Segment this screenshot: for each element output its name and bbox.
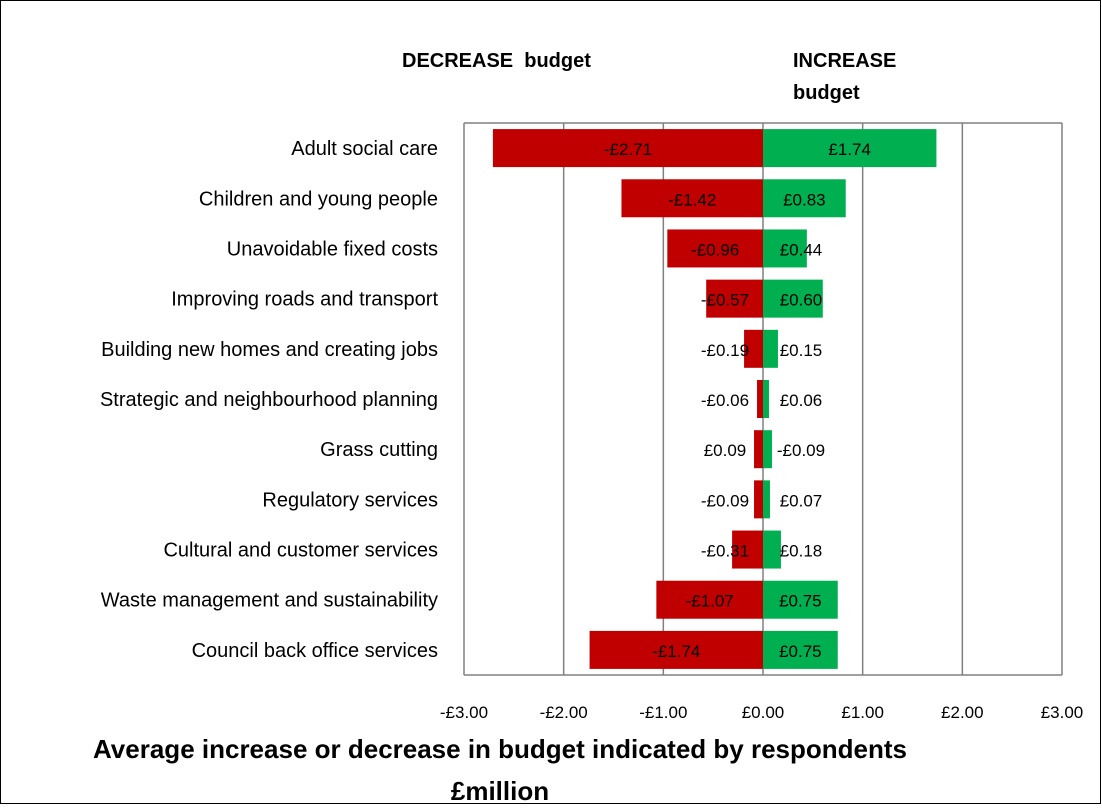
category-label: Regulatory services [262,489,438,511]
x-tick-label: -£2.00 [540,703,588,722]
increase-data-label: -£0.09 [777,441,825,460]
increase-bar [763,530,781,569]
decrease-data-label: -£0.09 [701,491,749,510]
increase-data-label: £0.07 [780,491,823,510]
x-tick-label: £1.00 [841,703,884,722]
increase-bar [763,430,772,469]
decrease-bar [754,480,763,519]
category-label: Council back office services [192,640,438,662]
x-tick-label: -£3.00 [440,703,488,722]
increase-data-label: £0.60 [780,291,823,310]
category-label: Waste management and sustainability [101,590,438,612]
increase-data-label: £1.74 [828,140,871,159]
increase-bar [763,279,823,318]
category-label: Strategic and neighbourhood planning [100,389,438,411]
x-tick-label: £2.00 [941,703,984,722]
increase-data-label: £0.18 [780,542,823,561]
decrease-data-label: -£2.71 [604,140,652,159]
decrease-bar [656,580,763,619]
increase-bar [763,380,769,418]
decrease-bar [754,430,763,469]
decrease-data-label: -£0.06 [701,391,749,410]
decrease-data-label: -£1.42 [668,190,716,209]
increase-data-label: £0.15 [780,341,823,360]
decrease-data-label: -£1.07 [686,592,734,611]
increase-data-label: £0.06 [780,391,823,410]
decrease-bar [667,229,763,268]
decrease-data-label: -£1.74 [652,642,700,661]
increase-bar [763,229,807,268]
decrease-bar [706,279,763,318]
decrease-bar [589,630,763,669]
category-label: Adult social care [291,138,438,160]
increase-data-label: £0.83 [783,190,826,209]
decrease-data-label: £0.09 [704,441,747,460]
x-tick-label: -£1.00 [639,703,687,722]
decrease-data-label: -£0.57 [701,291,749,310]
decrease-data-label: -£0.96 [691,240,739,259]
category-label: Grass cutting [320,439,438,461]
increase-bar [763,329,778,368]
category-label: Cultural and customer services [163,540,438,562]
decrease-data-label: -£0.19 [701,341,749,360]
increase-bar [763,480,770,519]
decrease-bar [732,530,763,569]
x-tick-label: £0.00 [742,703,785,722]
category-label: Children and young people [199,188,438,210]
decrease-data-label: -£0.31 [701,542,749,561]
increase-data-label: £0.75 [779,592,822,611]
increase-bar [763,630,838,669]
category-label: Improving roads and transport [171,289,438,311]
increase-bar [763,129,937,168]
increase-budget-header: INCREASE budget [793,50,897,104]
increase-data-label: £0.75 [779,642,822,661]
category-label: Unavoidable fixed costs [227,238,438,260]
decrease-budget-header: DECREASE budget [402,50,591,72]
decrease-bar [744,329,763,368]
increase-bar [763,179,846,218]
x-axis-title: Average increase or decrease in budget i… [93,734,907,806]
decrease-bar [621,179,763,218]
increase-data-label: £0.44 [780,240,823,259]
decrease-bar [492,129,763,168]
increase-bar [763,580,838,619]
category-label: Building new homes and creating jobs [101,339,438,361]
x-tick-label: £3.00 [1041,703,1084,722]
decrease-bar [757,380,763,418]
